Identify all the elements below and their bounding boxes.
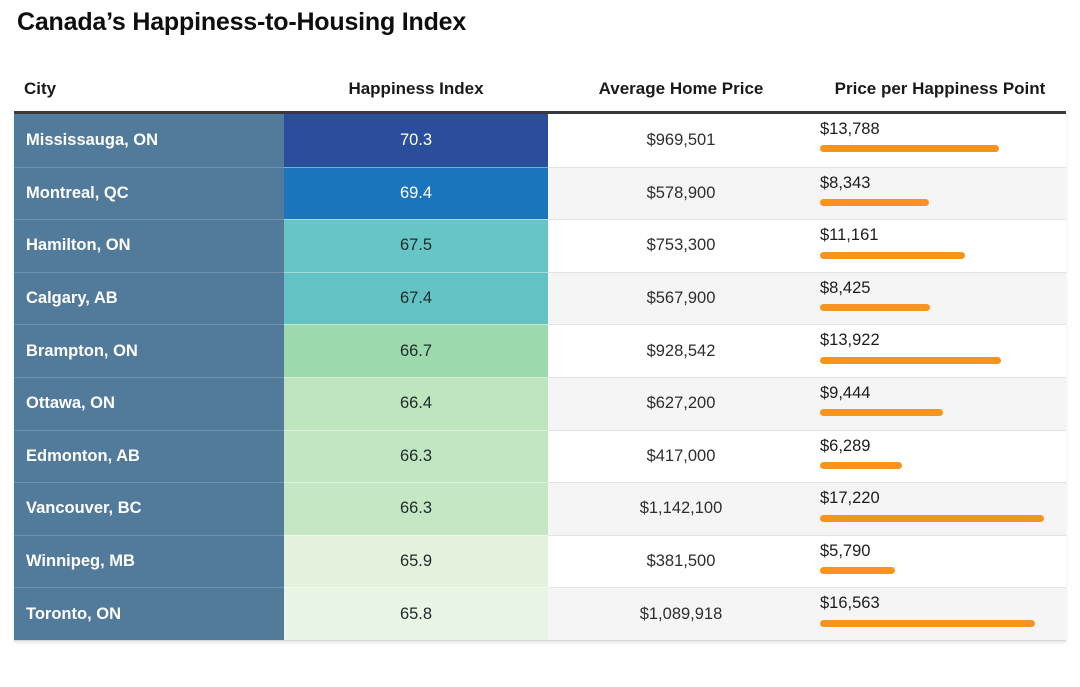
price-per-happiness-point-cell: $8,425 [814, 271, 1066, 325]
average-home-price-cell: $1,089,918 [548, 587, 814, 640]
table-row: Hamilton, ON 67.5 $753,300 $11,161 [14, 219, 1066, 272]
table-body: Mississauga, ON 70.3 $969,501 $13,788 Mo… [14, 113, 1066, 641]
happiness-index-cell: 66.3 [284, 429, 548, 483]
price-per-point-value: $13,788 [820, 119, 880, 138]
city-cell: Vancouver, BC [14, 482, 284, 535]
table-row: Mississauga, ON 70.3 $969,501 $13,788 [14, 113, 1066, 167]
average-home-price-cell: $417,000 [548, 429, 814, 483]
table-row: Ottawa, ON 66.4 $627,200 $9,444 [14, 376, 1066, 430]
price-per-point-bar [820, 251, 965, 259]
price-per-point-bar [820, 145, 999, 153]
price-per-point-value: $16,563 [820, 594, 880, 613]
price-per-point-value: $8,343 [820, 173, 871, 192]
average-home-price-cell: $578,900 [548, 166, 814, 220]
price-per-point-value: $9,444 [820, 383, 871, 402]
price-per-point-bar [820, 514, 1044, 522]
table-row: Brampton, ON 66.7 $928,542 $13,922 [14, 324, 1066, 377]
happiness-index-cell: 66.7 [284, 324, 548, 377]
price-per-point-value: $13,922 [820, 331, 880, 350]
average-home-price-cell: $567,900 [548, 271, 814, 325]
price-per-point-bar [820, 356, 1001, 364]
price-per-point-value: $8,425 [820, 278, 871, 297]
city-cell: Winnipeg, MB [14, 534, 284, 588]
page-title: Canada’s Happiness-to-Housing Index [17, 8, 467, 36]
price-per-point-value: $11,161 [820, 226, 879, 245]
table-row: Winnipeg, MB 65.9 $381,500 $5,790 [14, 534, 1066, 588]
happiness-index-cell: 65.8 [284, 587, 548, 640]
price-per-happiness-point-cell: $16,563 [814, 587, 1066, 640]
average-home-price-cell: $627,200 [548, 376, 814, 430]
table-header-row: City Happiness Index Average Home Price … [14, 78, 1066, 114]
city-cell: Hamilton, ON [14, 219, 284, 272]
column-header-happiness-index: Happiness Index [348, 79, 484, 98]
price-per-happiness-point-cell: $5,790 [814, 534, 1066, 588]
table-row: Toronto, ON 65.8 $1,089,918 $16,563 [14, 587, 1066, 640]
city-cell: Edmonton, AB [14, 429, 284, 483]
average-home-price-cell: $381,500 [548, 534, 814, 588]
happiness-housing-table: City Happiness Index Average Home Price … [14, 78, 1066, 641]
column-header-price-per-happiness-point: Price per Happiness Point [834, 79, 1046, 98]
price-per-happiness-point-cell: $6,289 [814, 429, 1066, 483]
price-per-point-bar [820, 461, 902, 469]
price-per-point-value: $6,289 [820, 436, 871, 455]
price-per-happiness-point-cell: $11,161 [814, 219, 1066, 272]
happiness-index-cell: 67.4 [284, 271, 548, 325]
table-row: Vancouver, BC 66.3 $1,142,100 $17,220 [14, 482, 1066, 535]
price-per-happiness-point-cell: $8,343 [814, 166, 1066, 220]
city-cell: Mississauga, ON [14, 113, 284, 167]
price-per-happiness-point-cell: $13,788 [814, 114, 1066, 167]
happiness-index-cell: 66.3 [284, 482, 548, 535]
price-per-point-value: $5,790 [820, 541, 871, 560]
city-cell: Calgary, AB [14, 271, 284, 325]
average-home-price-cell: $1,142,100 [548, 482, 814, 535]
happiness-index-cell: 65.9 [284, 534, 548, 588]
price-per-point-bar [820, 198, 929, 206]
average-home-price-cell: $928,542 [548, 324, 814, 377]
city-cell: Brampton, ON [14, 324, 284, 377]
happiness-index-cell: 67.5 [284, 219, 548, 272]
column-header-city: City [24, 79, 57, 98]
table-row: Edmonton, AB 66.3 $417,000 $6,289 [14, 429, 1066, 483]
price-per-point-bar [820, 619, 1035, 627]
city-cell: Ottawa, ON [14, 376, 284, 430]
city-cell: Montreal, QC [14, 166, 284, 220]
column-header-average-home-price: Average Home Price [598, 79, 764, 98]
average-home-price-cell: $969,501 [646, 130, 716, 149]
price-per-point-bar [820, 304, 930, 312]
price-per-happiness-point-cell: $17,220 [814, 482, 1066, 535]
table-row: Montreal, QC 69.4 $578,900 $8,343 [14, 166, 1066, 220]
price-per-point-value: $17,220 [820, 489, 880, 508]
happiness-index-cell: 69.4 [284, 166, 548, 220]
table-row: Calgary, AB 67.4 $567,900 $8,425 [14, 271, 1066, 325]
happiness-index-cell: 70.3 [284, 113, 548, 167]
price-per-happiness-point-cell: $13,922 [814, 324, 1066, 377]
happiness-index-cell: 66.4 [284, 376, 548, 430]
price-per-point-bar [820, 409, 943, 417]
price-per-point-bar [820, 567, 895, 575]
city-cell: Toronto, ON [14, 587, 284, 640]
average-home-price-cell: $753,300 [548, 219, 814, 272]
price-per-happiness-point-cell: $9,444 [814, 376, 1066, 430]
